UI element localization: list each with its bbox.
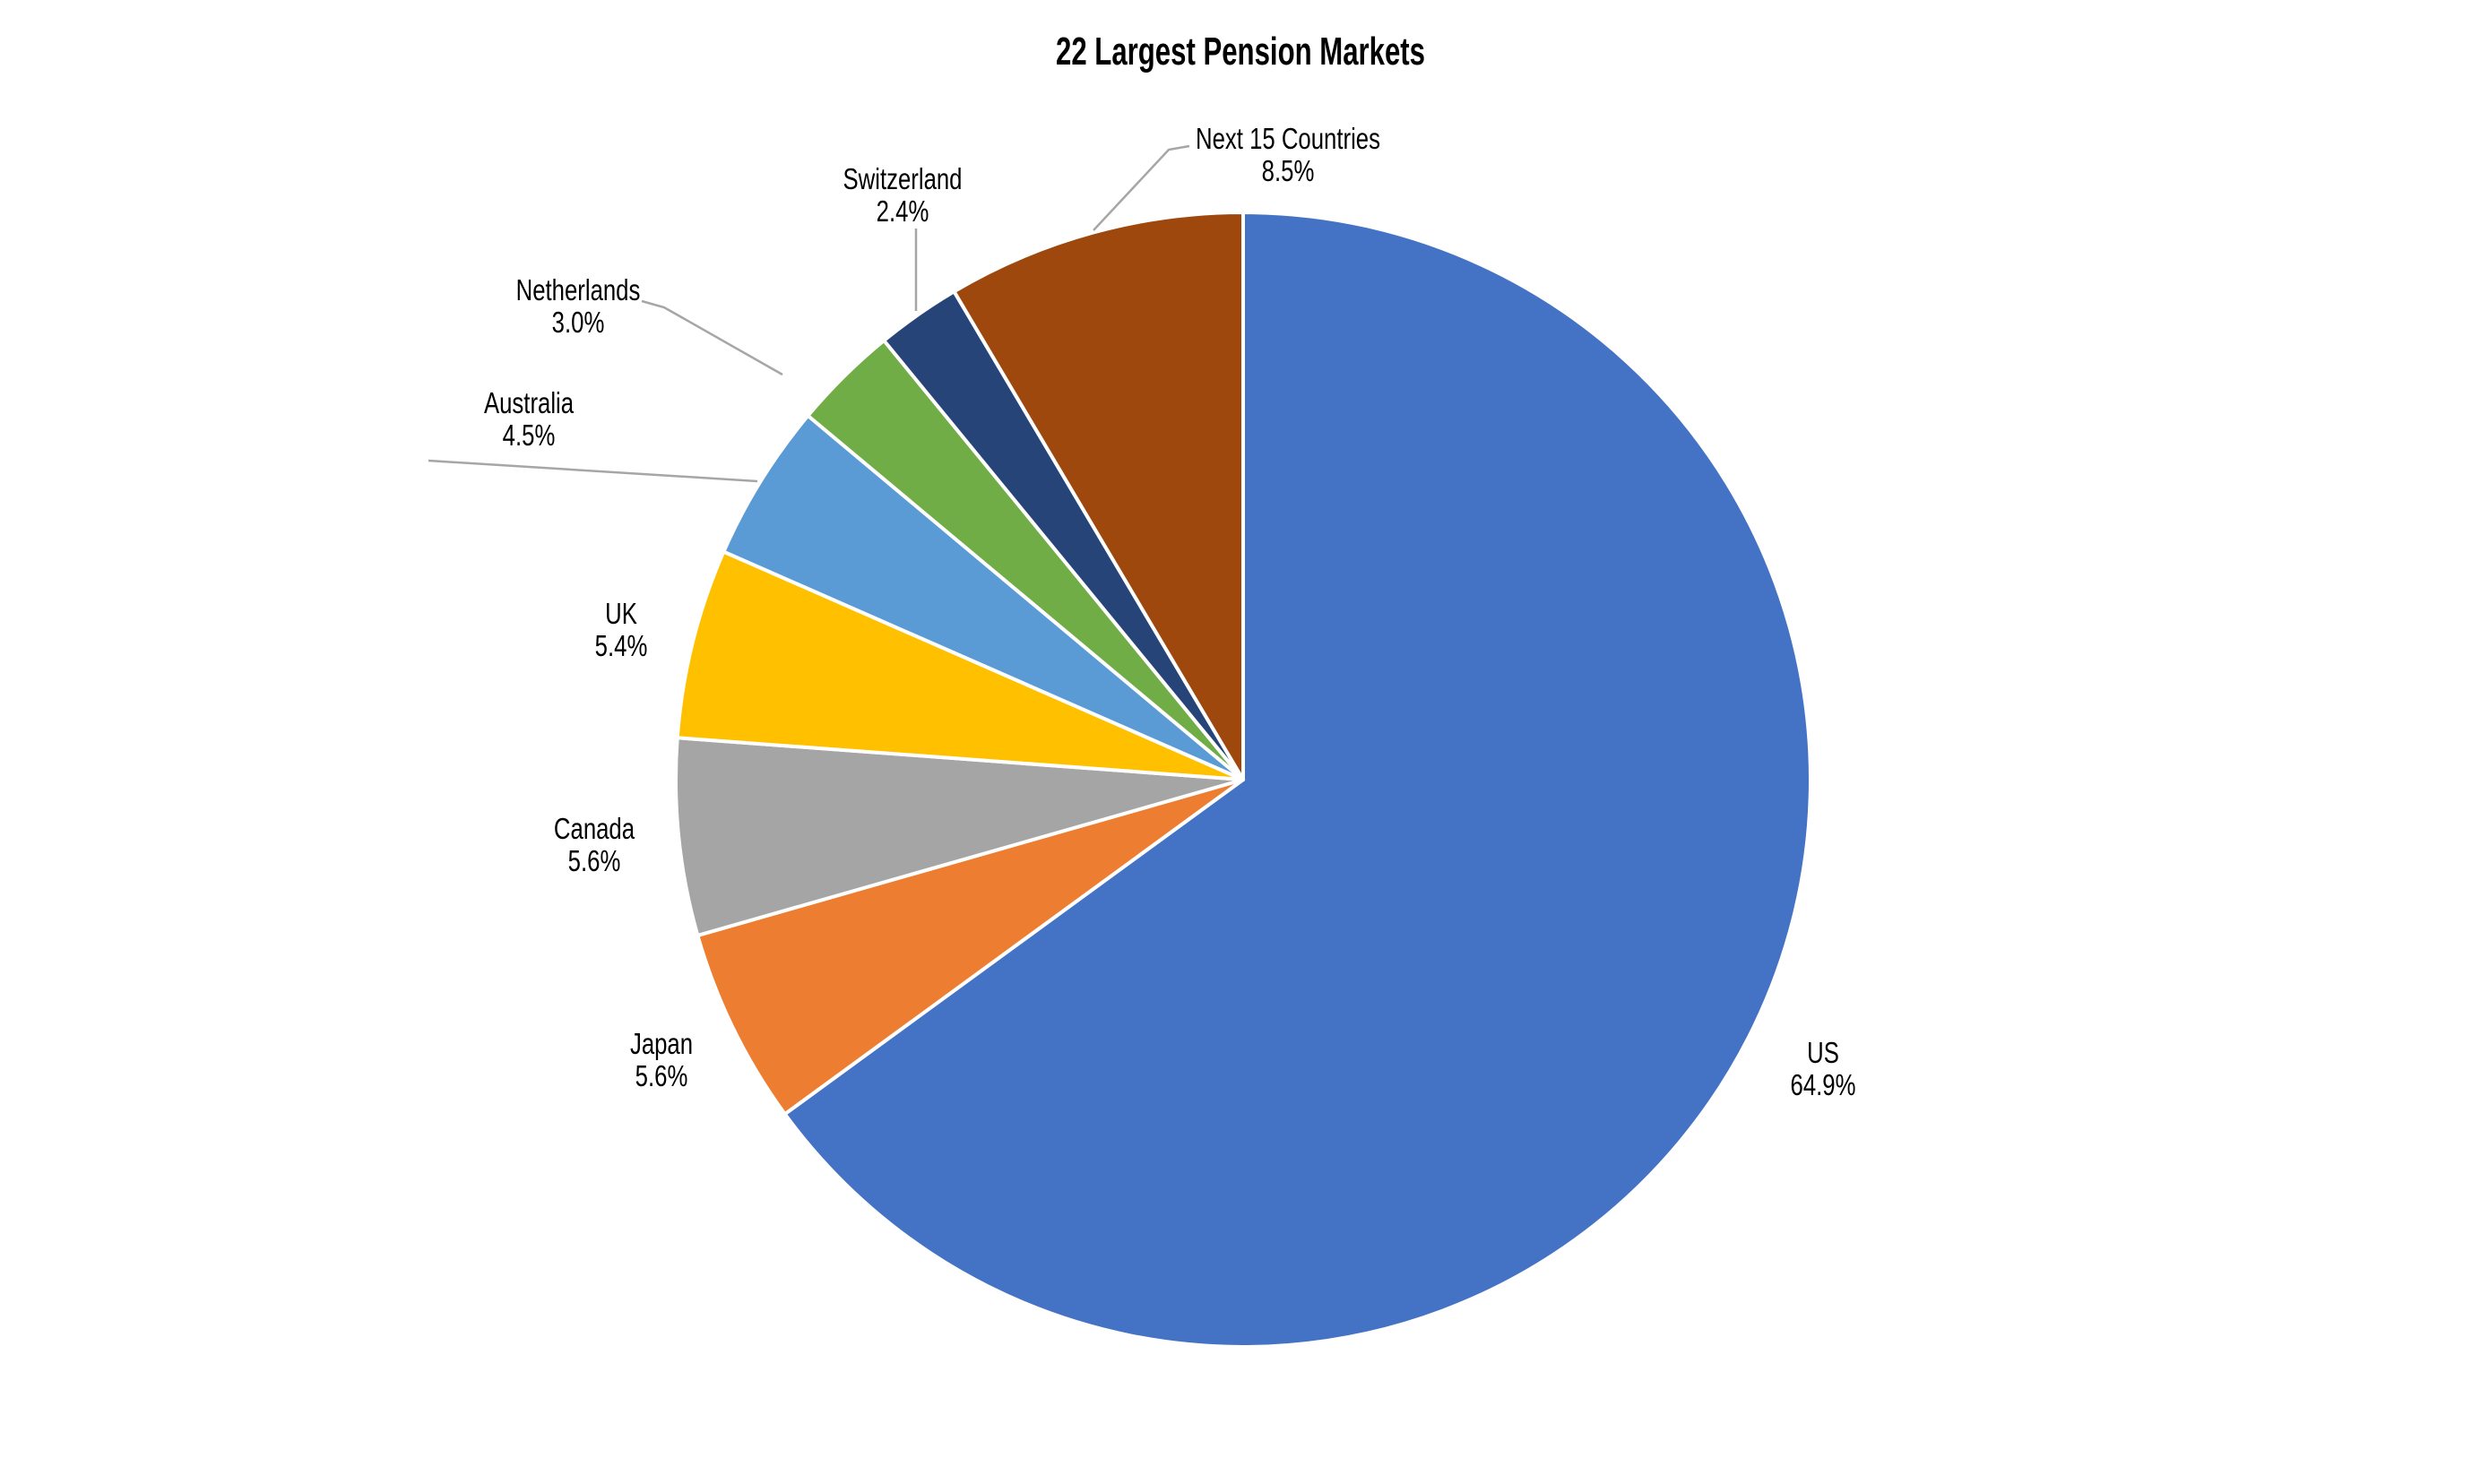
chart-title: 22 Largest Pension Markets	[1056, 30, 1425, 73]
slice-label-name: Netherlands	[516, 274, 641, 307]
slice-label-value: 2.4%	[877, 195, 929, 229]
slice-label-value: 8.5%	[1262, 155, 1315, 188]
pie-slice-japan	[696, 778, 1245, 1117]
slice-label-canada: Canada 5.6%	[554, 813, 635, 878]
leader-line-next-15-countries	[1093, 144, 1190, 231]
pie-slice-canada	[674, 736, 1245, 937]
slice-label-name: Next 15 Countries	[1196, 123, 1380, 156]
pie-slices	[674, 211, 1812, 1349]
leader-lines	[428, 144, 1190, 483]
slice-label-name: UK	[605, 598, 637, 631]
pie-slice-next-15-countries	[952, 211, 1245, 781]
slice-label-name: Canada	[554, 813, 635, 846]
slice-label-name: Japan	[630, 1028, 693, 1061]
leader-line-netherlands	[641, 299, 783, 376]
svg-text:UK5.4%: UK 5.4%	[595, 598, 648, 663]
slice-label-australia: Australia 4.5%	[484, 387, 575, 453]
slice-label-value: 5.6%	[635, 1060, 688, 1093]
slice-label-uk: UK 5.4%	[595, 598, 648, 663]
slice-label-us: US 64.9%	[1791, 1037, 1856, 1102]
slice-label-switzerland: Switzerland 2.4%	[843, 163, 963, 229]
pie-slice-us	[782, 211, 1812, 1349]
pie-slice-uk	[675, 549, 1245, 781]
slice-label-value: 4.5%	[503, 419, 556, 453]
slice-label-value: 5.6%	[568, 845, 621, 878]
slice-label-value: 5.4%	[595, 630, 648, 663]
slice-labels: US 64.9%Japan 5.6%Canada 5.6%UK 5.4%Australi…	[484, 123, 1856, 1102]
slice-label-next-15-countries: Next 15 Countries 8.5%	[1196, 123, 1380, 188]
slice-label-name: Switzerland	[843, 163, 963, 196]
leader-line-australia	[428, 459, 758, 483]
slice-label-value: 64.9%	[1791, 1069, 1856, 1102]
slice-label-netherlands: Netherlands 3.0%	[516, 274, 641, 340]
slice-label-value: 3.0%	[552, 306, 605, 340]
slice-label-japan: Japan 5.6%	[630, 1028, 693, 1093]
pie-slice-australia	[722, 413, 1245, 781]
slice-label-name: US	[1807, 1037, 1839, 1070]
slice-label-name: Australia	[484, 387, 575, 420]
